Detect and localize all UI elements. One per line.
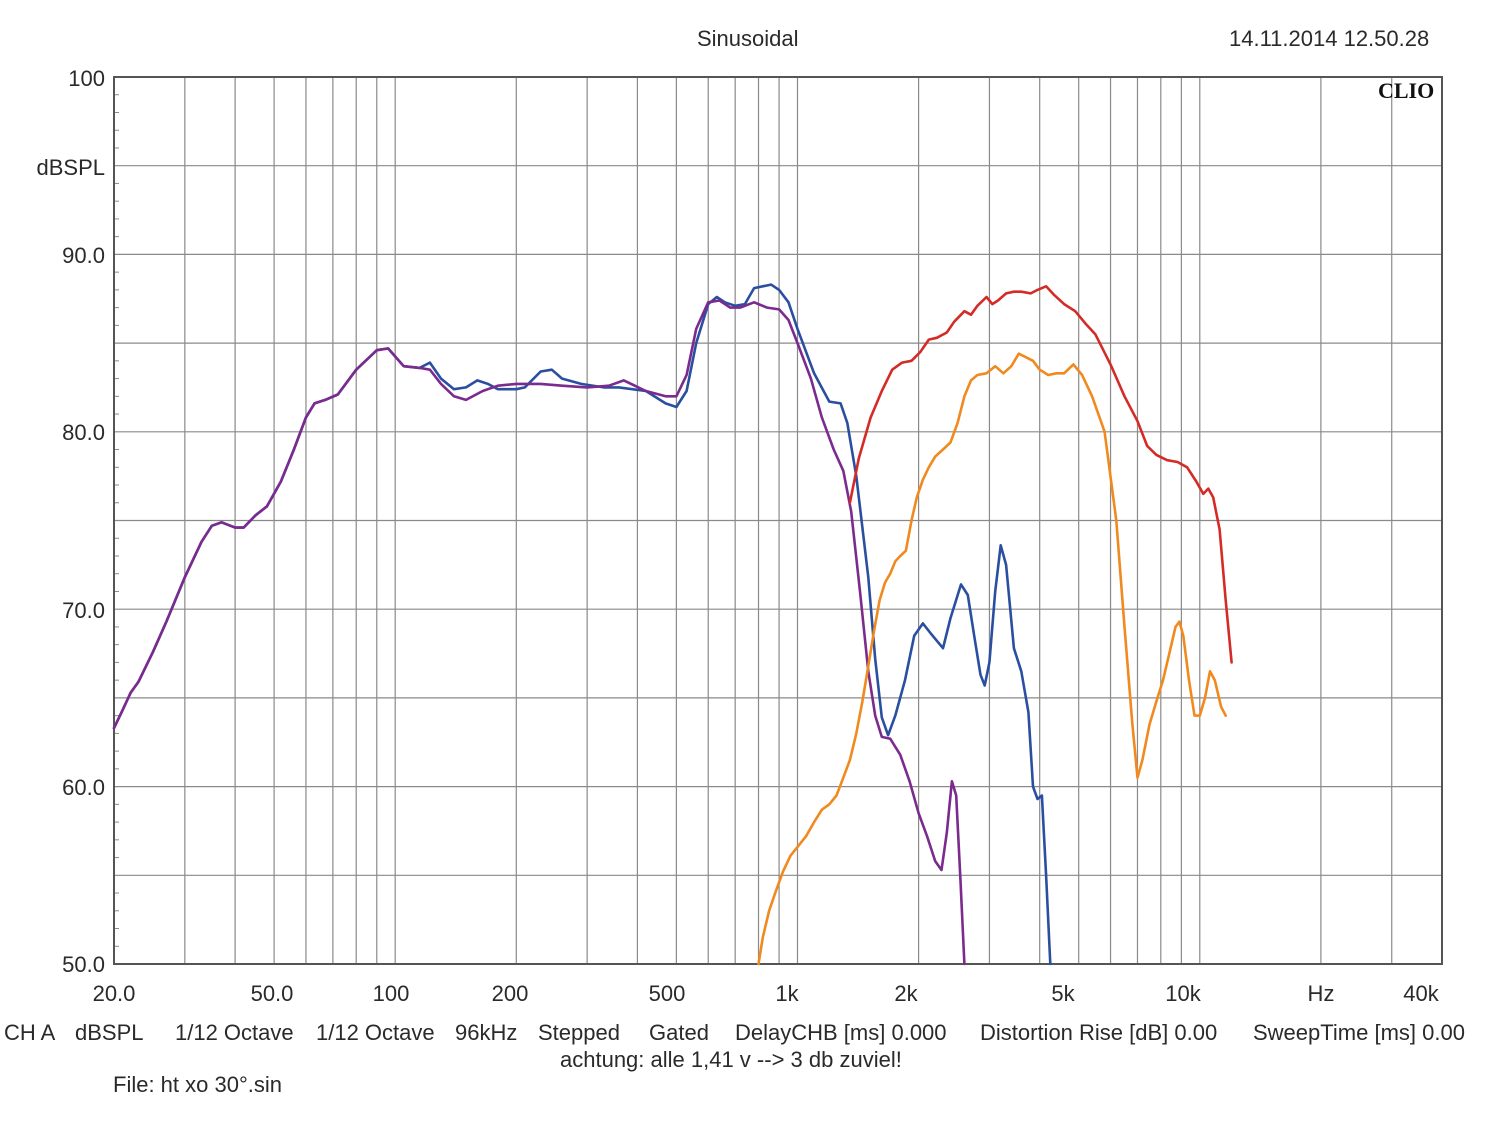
- footer-channel: CH A: [4, 1020, 56, 1045]
- grid: [114, 77, 1442, 964]
- x-tick-label: 40k: [1403, 981, 1439, 1006]
- x-tick-label: 10k: [1165, 981, 1201, 1006]
- footer-unit: dBSPL: [75, 1020, 144, 1045]
- footer-note: achtung: alle 1,41 v --> 3 db zuviel!: [560, 1047, 902, 1072]
- footer-gated: Gated: [649, 1020, 709, 1045]
- y-unit-label: dBSPL: [36, 155, 106, 180]
- footer-delay: DelayCHB [ms] 0.000: [735, 1020, 947, 1045]
- series-group: [112, 283, 1233, 966]
- footer-smoothing-b: 1/12 Octave: [316, 1020, 435, 1045]
- y-tick-label: 90.0: [62, 243, 105, 268]
- y-tick-label: 60.0: [62, 775, 105, 800]
- footer-sweeptime: SweepTime [ms] 0.00: [1253, 1020, 1465, 1045]
- x-tick-label: 2k: [894, 981, 918, 1006]
- clio-logo: CLIO: [1378, 78, 1435, 103]
- series-line-3: [848, 285, 1233, 664]
- x-tick-label: 5k: [1051, 981, 1075, 1006]
- y-tick-label: 80.0: [62, 420, 105, 445]
- footer-distortion: Distortion Rise [dB] 0.00: [980, 1020, 1218, 1045]
- x-tick-label: 20.0: [92, 981, 136, 1006]
- x-tick-label: 200: [491, 981, 529, 1006]
- plot-frame: [113, 76, 1443, 965]
- x-tick-label: 100: [372, 981, 410, 1006]
- y-tick-label: 70.0: [62, 598, 105, 623]
- timestamp: 14.11.2014 12.50.28: [1229, 26, 1430, 51]
- x-tick-label: 50.0: [250, 981, 294, 1006]
- series-line-2: [112, 299, 966, 966]
- footer-smoothing-a: 1/12 Octave: [175, 1020, 294, 1045]
- x-tick-label: 500: [648, 981, 686, 1006]
- x-tick-label: 1k: [775, 981, 799, 1006]
- footer-file: File: ht xo 30°.sin: [113, 1072, 282, 1097]
- y-tick-label: 100: [68, 66, 105, 91]
- x-unit-label: Hz: [1307, 981, 1335, 1006]
- chart-title: Sinusoidal: [697, 26, 799, 51]
- series-line-4: [757, 352, 1227, 966]
- footer-samplerate: 96kHz: [455, 1020, 518, 1045]
- footer-mode: Stepped: [538, 1020, 620, 1045]
- y-tick-label: 50.0: [62, 952, 105, 977]
